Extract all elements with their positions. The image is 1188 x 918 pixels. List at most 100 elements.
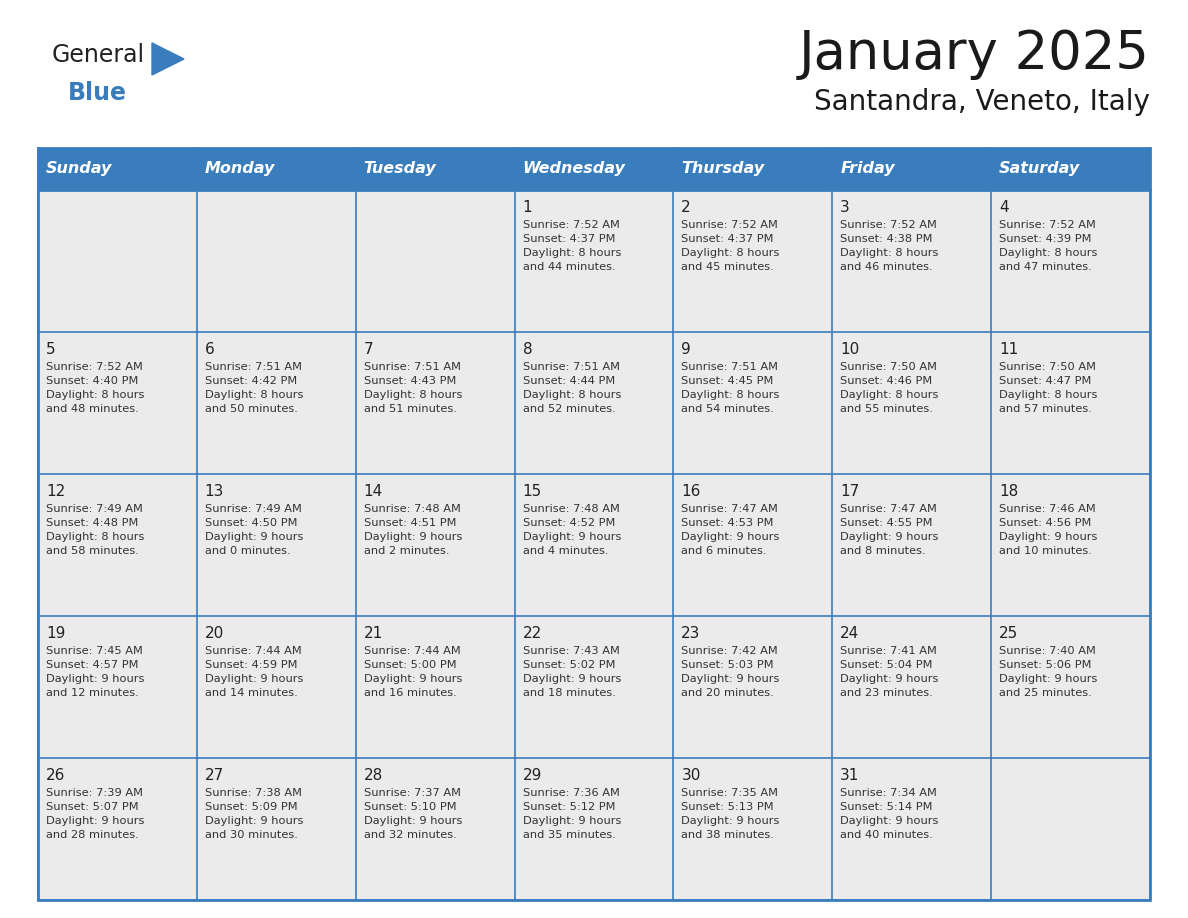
Text: January 2025: January 2025 — [800, 28, 1150, 80]
Text: 30: 30 — [682, 768, 701, 783]
Bar — [38, 190, 197, 332]
Text: Sunrise: 7:39 AM
Sunset: 5:07 PM
Daylight: 9 hours
and 28 minutes.: Sunrise: 7:39 AM Sunset: 5:07 PM Dayligh… — [46, 788, 144, 840]
Bar — [833, 616, 991, 758]
Bar — [991, 474, 1150, 616]
Text: Sunrise: 7:42 AM
Sunset: 5:03 PM
Daylight: 9 hours
and 20 minutes.: Sunrise: 7:42 AM Sunset: 5:03 PM Dayligh… — [682, 646, 779, 698]
Bar — [833, 758, 991, 900]
Bar — [355, 474, 514, 616]
Bar — [38, 148, 1150, 900]
Text: 9: 9 — [682, 342, 691, 357]
Bar — [197, 758, 355, 900]
Text: Sunrise: 7:40 AM
Sunset: 5:06 PM
Daylight: 9 hours
and 25 minutes.: Sunrise: 7:40 AM Sunset: 5:06 PM Dayligh… — [999, 646, 1098, 698]
Text: Tuesday: Tuesday — [364, 162, 436, 176]
Text: General: General — [52, 43, 145, 67]
Text: 1: 1 — [523, 200, 532, 215]
Text: Sunrise: 7:47 AM
Sunset: 4:55 PM
Daylight: 9 hours
and 8 minutes.: Sunrise: 7:47 AM Sunset: 4:55 PM Dayligh… — [840, 504, 939, 556]
Text: 3: 3 — [840, 200, 849, 215]
Bar — [674, 616, 833, 758]
Text: 17: 17 — [840, 484, 859, 499]
Bar — [674, 332, 833, 474]
Text: Sunrise: 7:49 AM
Sunset: 4:50 PM
Daylight: 9 hours
and 0 minutes.: Sunrise: 7:49 AM Sunset: 4:50 PM Dayligh… — [204, 504, 303, 556]
Bar — [514, 148, 674, 190]
Text: 5: 5 — [46, 342, 56, 357]
Bar — [514, 758, 674, 900]
Bar — [38, 332, 197, 474]
Bar — [197, 332, 355, 474]
Text: Sunrise: 7:52 AM
Sunset: 4:37 PM
Daylight: 8 hours
and 44 minutes.: Sunrise: 7:52 AM Sunset: 4:37 PM Dayligh… — [523, 220, 621, 272]
Bar — [38, 616, 197, 758]
Text: Sunrise: 7:45 AM
Sunset: 4:57 PM
Daylight: 9 hours
and 12 minutes.: Sunrise: 7:45 AM Sunset: 4:57 PM Dayligh… — [46, 646, 144, 698]
Text: 14: 14 — [364, 484, 383, 499]
Text: Sunrise: 7:34 AM
Sunset: 5:14 PM
Daylight: 9 hours
and 40 minutes.: Sunrise: 7:34 AM Sunset: 5:14 PM Dayligh… — [840, 788, 939, 840]
Bar — [991, 332, 1150, 474]
Text: Sunrise: 7:50 AM
Sunset: 4:47 PM
Daylight: 8 hours
and 57 minutes.: Sunrise: 7:50 AM Sunset: 4:47 PM Dayligh… — [999, 362, 1098, 414]
Bar — [833, 332, 991, 474]
Bar — [355, 616, 514, 758]
Text: 29: 29 — [523, 768, 542, 783]
Bar — [991, 190, 1150, 332]
Text: 22: 22 — [523, 626, 542, 641]
Text: 12: 12 — [46, 484, 65, 499]
Bar — [833, 190, 991, 332]
Text: Monday: Monday — [204, 162, 276, 176]
Bar — [991, 616, 1150, 758]
Text: 31: 31 — [840, 768, 860, 783]
Text: Sunrise: 7:44 AM
Sunset: 5:00 PM
Daylight: 9 hours
and 16 minutes.: Sunrise: 7:44 AM Sunset: 5:00 PM Dayligh… — [364, 646, 462, 698]
Text: Sunrise: 7:51 AM
Sunset: 4:45 PM
Daylight: 8 hours
and 54 minutes.: Sunrise: 7:51 AM Sunset: 4:45 PM Dayligh… — [682, 362, 779, 414]
Text: Wednesday: Wednesday — [523, 162, 625, 176]
Text: Sunrise: 7:38 AM
Sunset: 5:09 PM
Daylight: 9 hours
and 30 minutes.: Sunrise: 7:38 AM Sunset: 5:09 PM Dayligh… — [204, 788, 303, 840]
Bar — [991, 148, 1150, 190]
Bar — [197, 190, 355, 332]
Bar — [197, 474, 355, 616]
Text: Sunrise: 7:50 AM
Sunset: 4:46 PM
Daylight: 8 hours
and 55 minutes.: Sunrise: 7:50 AM Sunset: 4:46 PM Dayligh… — [840, 362, 939, 414]
Bar — [674, 190, 833, 332]
Bar — [38, 474, 197, 616]
Bar — [514, 616, 674, 758]
Text: Sunrise: 7:46 AM
Sunset: 4:56 PM
Daylight: 9 hours
and 10 minutes.: Sunrise: 7:46 AM Sunset: 4:56 PM Dayligh… — [999, 504, 1098, 556]
Text: Sunrise: 7:49 AM
Sunset: 4:48 PM
Daylight: 8 hours
and 58 minutes.: Sunrise: 7:49 AM Sunset: 4:48 PM Dayligh… — [46, 504, 144, 556]
Bar — [991, 758, 1150, 900]
Text: Sunrise: 7:52 AM
Sunset: 4:39 PM
Daylight: 8 hours
and 47 minutes.: Sunrise: 7:52 AM Sunset: 4:39 PM Dayligh… — [999, 220, 1098, 272]
Bar — [38, 758, 197, 900]
Text: Sunrise: 7:43 AM
Sunset: 5:02 PM
Daylight: 9 hours
and 18 minutes.: Sunrise: 7:43 AM Sunset: 5:02 PM Dayligh… — [523, 646, 621, 698]
Text: Sunrise: 7:51 AM
Sunset: 4:43 PM
Daylight: 8 hours
and 51 minutes.: Sunrise: 7:51 AM Sunset: 4:43 PM Dayligh… — [364, 362, 462, 414]
Text: 11: 11 — [999, 342, 1018, 357]
Text: 26: 26 — [46, 768, 65, 783]
Text: 13: 13 — [204, 484, 225, 499]
Text: 7: 7 — [364, 342, 373, 357]
Bar — [514, 332, 674, 474]
Text: Thursday: Thursday — [682, 162, 765, 176]
Text: 16: 16 — [682, 484, 701, 499]
Text: 19: 19 — [46, 626, 65, 641]
Text: Sunrise: 7:51 AM
Sunset: 4:44 PM
Daylight: 8 hours
and 52 minutes.: Sunrise: 7:51 AM Sunset: 4:44 PM Dayligh… — [523, 362, 621, 414]
Text: Sunrise: 7:41 AM
Sunset: 5:04 PM
Daylight: 9 hours
and 23 minutes.: Sunrise: 7:41 AM Sunset: 5:04 PM Dayligh… — [840, 646, 939, 698]
Text: Sunrise: 7:44 AM
Sunset: 4:59 PM
Daylight: 9 hours
and 14 minutes.: Sunrise: 7:44 AM Sunset: 4:59 PM Dayligh… — [204, 646, 303, 698]
Bar — [197, 616, 355, 758]
Bar — [355, 758, 514, 900]
Text: 10: 10 — [840, 342, 859, 357]
Text: 18: 18 — [999, 484, 1018, 499]
Text: Sunday: Sunday — [46, 162, 113, 176]
Text: Sunrise: 7:36 AM
Sunset: 5:12 PM
Daylight: 9 hours
and 35 minutes.: Sunrise: 7:36 AM Sunset: 5:12 PM Dayligh… — [523, 788, 621, 840]
Text: 20: 20 — [204, 626, 225, 641]
Text: 28: 28 — [364, 768, 383, 783]
Bar — [674, 148, 833, 190]
Bar — [38, 148, 197, 190]
Bar — [355, 332, 514, 474]
Bar — [514, 474, 674, 616]
Text: Sunrise: 7:37 AM
Sunset: 5:10 PM
Daylight: 9 hours
and 32 minutes.: Sunrise: 7:37 AM Sunset: 5:10 PM Dayligh… — [364, 788, 462, 840]
Text: 15: 15 — [523, 484, 542, 499]
Text: 23: 23 — [682, 626, 701, 641]
Bar — [197, 148, 355, 190]
Text: Sunrise: 7:48 AM
Sunset: 4:52 PM
Daylight: 9 hours
and 4 minutes.: Sunrise: 7:48 AM Sunset: 4:52 PM Dayligh… — [523, 504, 621, 556]
Text: Blue: Blue — [68, 81, 127, 105]
Bar — [674, 758, 833, 900]
Text: 21: 21 — [364, 626, 383, 641]
Bar — [514, 190, 674, 332]
Text: 6: 6 — [204, 342, 215, 357]
Text: 4: 4 — [999, 200, 1009, 215]
Bar — [833, 474, 991, 616]
Bar — [355, 190, 514, 332]
Text: 25: 25 — [999, 626, 1018, 641]
Text: Friday: Friday — [840, 162, 895, 176]
